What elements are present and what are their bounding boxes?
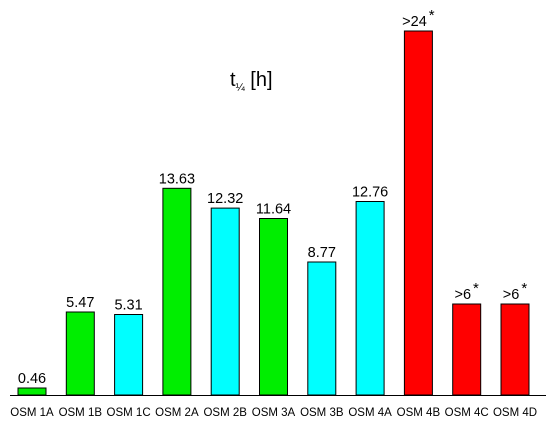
- x-tick-label: OSM 3A: [252, 407, 296, 419]
- bar-osm-2b: [210, 207, 240, 396]
- value-label: >6 *: [455, 280, 480, 303]
- x-tick-label: OSM 4C: [445, 407, 489, 419]
- x-tick-label: OSM 1C: [107, 407, 151, 419]
- bar-osm-3a: [259, 218, 288, 396]
- value-label: 12.76: [352, 185, 388, 201]
- value-label: >24 *: [402, 7, 435, 30]
- x-tick-label: OSM 4B: [397, 407, 441, 419]
- bar-osm-4a: [355, 201, 385, 396]
- chart-title-unit: [h]: [245, 69, 273, 91]
- bars-group: 0.46 OSM 1A 5.47 OSM 1B 5.31 OSM 1C 13.63 OSM 2…: [10, 7, 537, 419]
- bar-osm-2a: [162, 187, 192, 396]
- value-label: >6 *: [503, 280, 528, 303]
- x-tick-label: OSM 1B: [59, 407, 103, 419]
- bar-osm-4d: [500, 303, 530, 396]
- x-tick-label: OSM 2B: [203, 407, 247, 419]
- x-tick-label: OSM 2A: [155, 407, 199, 419]
- chart-title: t¼ [h]: [230, 69, 273, 94]
- value-label: 13.63: [159, 171, 195, 187]
- bar-osm-1a: [17, 387, 47, 396]
- bar-osm-1c: [114, 314, 144, 396]
- value-label: 8.77: [308, 245, 336, 261]
- value-label: 12.32: [207, 191, 243, 207]
- x-tick-label: OSM 4D: [493, 407, 537, 419]
- value-label: 11.64: [256, 202, 291, 218]
- bar-osm-4b: [403, 30, 433, 396]
- x-tick-label: OSM 4A: [348, 407, 392, 419]
- chart-title-subscript: ¼: [236, 82, 246, 94]
- value-label: 5.47: [66, 295, 94, 311]
- value-label: 0.46: [18, 371, 46, 387]
- bar-osm-3b: [307, 261, 337, 396]
- chart-title-base: t: [230, 69, 236, 91]
- bar-osm-1b: [65, 311, 95, 396]
- bar-osm-4c: [452, 303, 482, 396]
- value-label: 5.31: [114, 298, 142, 314]
- x-tick-label: OSM 3B: [300, 407, 344, 419]
- x-tick-label: OSM 1A: [10, 407, 54, 419]
